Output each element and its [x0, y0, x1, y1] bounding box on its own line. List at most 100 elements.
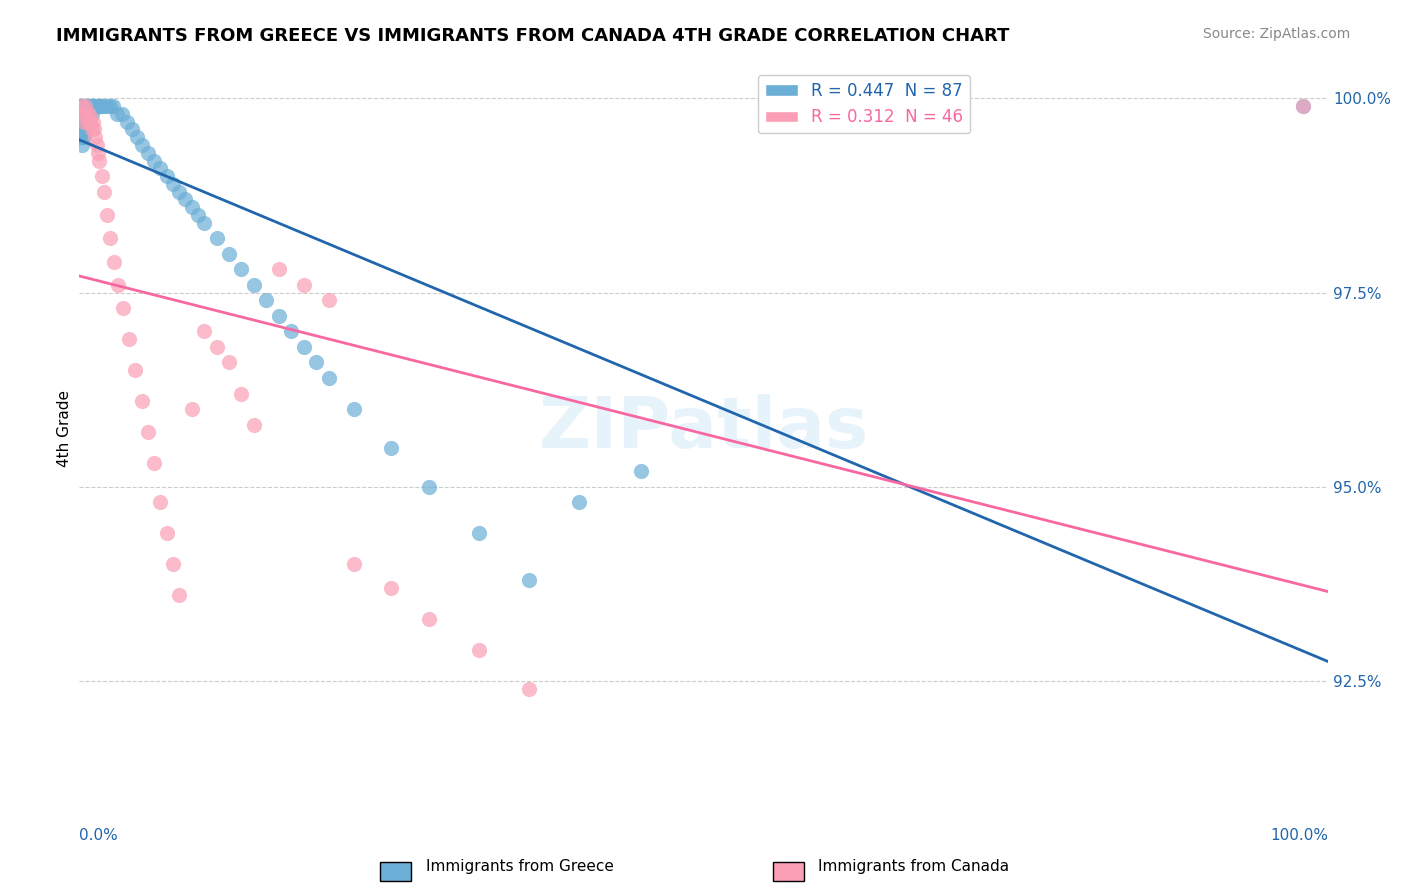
Point — [70, 114, 93, 128]
Point — [193, 325, 215, 339]
Point — [73, 122, 96, 136]
Point — [180, 200, 202, 214]
Point — [380, 441, 402, 455]
Point — [70, 130, 93, 145]
Text: IMMIGRANTS FROM GREECE VS IMMIGRANTS FROM CANADA 4TH GRADE CORRELATION CHART: IMMIGRANTS FROM GREECE VS IMMIGRANTS FRO… — [56, 27, 1010, 45]
Point — [73, 130, 96, 145]
Point — [70, 99, 93, 113]
Point — [93, 99, 115, 113]
Text: Immigrants from Greece: Immigrants from Greece — [426, 859, 614, 874]
Point — [517, 681, 540, 696]
Text: 0.0%: 0.0% — [79, 829, 118, 844]
Point — [90, 99, 112, 113]
Point — [80, 99, 103, 113]
Point — [101, 99, 124, 113]
Point — [305, 355, 328, 369]
Point — [418, 480, 440, 494]
Point — [111, 301, 134, 315]
Point — [280, 325, 302, 339]
Point — [69, 122, 91, 136]
Point — [69, 99, 91, 113]
Point — [568, 495, 591, 509]
Point — [73, 114, 96, 128]
Point — [93, 185, 115, 199]
Point — [167, 185, 190, 199]
Point — [103, 254, 125, 268]
Point — [115, 114, 138, 128]
Point — [77, 107, 100, 121]
Point — [69, 122, 91, 136]
Point — [131, 394, 153, 409]
Point — [131, 138, 153, 153]
Point — [83, 99, 105, 113]
Point — [136, 145, 159, 160]
Point — [82, 114, 104, 128]
Point — [76, 107, 98, 121]
Point — [1292, 99, 1315, 113]
Point — [162, 558, 184, 572]
Point — [517, 573, 540, 587]
Point — [72, 122, 94, 136]
Point — [76, 99, 98, 113]
Point — [343, 558, 366, 572]
Point — [72, 99, 94, 113]
Point — [69, 99, 91, 113]
Point — [84, 130, 107, 145]
Point — [110, 107, 132, 121]
Point — [76, 114, 98, 128]
Text: 100.0%: 100.0% — [1270, 829, 1329, 844]
Point — [149, 495, 172, 509]
Point — [231, 386, 253, 401]
Point — [73, 114, 96, 128]
Point — [218, 246, 240, 260]
Point — [149, 161, 172, 176]
Point — [193, 216, 215, 230]
Point — [82, 99, 104, 113]
Point — [69, 107, 91, 121]
Point — [136, 425, 159, 440]
Point — [143, 457, 166, 471]
Point — [80, 122, 103, 136]
Point — [243, 277, 266, 292]
Point — [70, 99, 93, 113]
Point — [174, 193, 197, 207]
Point — [76, 107, 98, 121]
Point — [318, 371, 340, 385]
Point — [292, 340, 315, 354]
Point — [75, 99, 97, 113]
Point — [468, 526, 491, 541]
Point — [267, 309, 290, 323]
Point — [468, 643, 491, 657]
Point — [318, 293, 340, 308]
Point — [187, 208, 209, 222]
Point — [1292, 99, 1315, 113]
Point — [69, 107, 91, 121]
Point — [75, 114, 97, 128]
Point — [96, 208, 118, 222]
Y-axis label: 4th Grade: 4th Grade — [58, 390, 72, 467]
Point — [75, 99, 97, 113]
Point — [77, 99, 100, 113]
Point — [87, 99, 110, 113]
Point — [143, 153, 166, 168]
Point — [218, 355, 240, 369]
Point — [380, 581, 402, 595]
Point — [86, 99, 108, 113]
Point — [105, 107, 128, 121]
Point — [87, 145, 110, 160]
Point — [80, 107, 103, 121]
Point — [70, 122, 93, 136]
Point — [180, 402, 202, 417]
Point — [98, 99, 121, 113]
Point — [72, 107, 94, 121]
Point — [83, 122, 105, 136]
Point — [90, 169, 112, 183]
Point — [418, 612, 440, 626]
Point — [89, 99, 111, 113]
Point — [292, 277, 315, 292]
Point — [267, 262, 290, 277]
Point — [243, 417, 266, 432]
Point — [205, 340, 228, 354]
Point — [76, 99, 98, 113]
Point — [167, 589, 190, 603]
